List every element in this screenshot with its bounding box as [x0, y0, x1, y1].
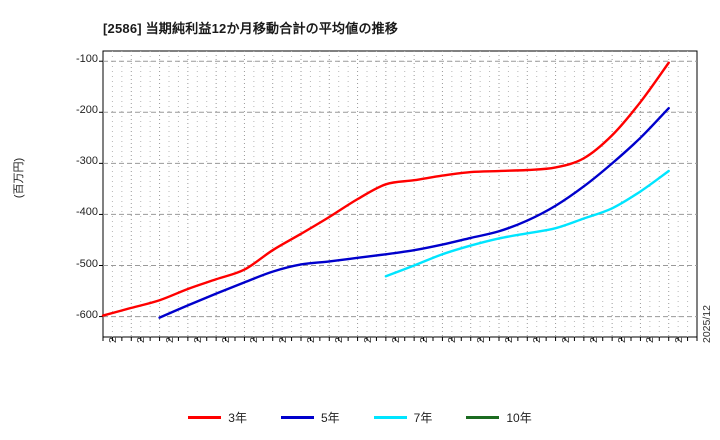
y-tick-label: -500: [75, 257, 98, 270]
legend-label: 7年: [413, 410, 433, 425]
legend-item-5年[interactable]: 5年: [280, 409, 340, 426]
series-line-7年: [384, 169, 670, 278]
chart-legend: 3年 5年 7年 10年: [0, 404, 720, 430]
legend-item-10年[interactable]: 10年: [466, 409, 532, 426]
y-tick-label: -300: [75, 155, 98, 168]
series-line-3年: [101, 61, 670, 317]
legend-swatch-icon: [373, 415, 407, 419]
legend-swatch-icon: [188, 415, 222, 419]
legend-swatch-icon: [466, 415, 500, 419]
y-tick-label: -200: [75, 104, 98, 117]
y-tick-label: -600: [75, 308, 98, 321]
legend-label: 5年: [320, 410, 340, 425]
y-tick-label: -100: [75, 53, 98, 66]
legend-item-3年[interactable]: 3年: [188, 409, 247, 426]
y-tick-label: -400: [75, 206, 98, 219]
y-axis-ticks: -100 -200 -300 -400 -500 -600: [52, 0, 98, 440]
legend-item-7年[interactable]: 7年: [373, 409, 433, 426]
legend-swatch-icon: [280, 415, 314, 419]
series-line-5年: [158, 107, 670, 319]
plot-frame: [102, 50, 698, 338]
chart-title: [2586] 当期純利益12か月移動合計の平均値の推移: [103, 21, 399, 36]
legend-label: 3年: [228, 410, 247, 425]
legend-label: 10年: [506, 410, 532, 425]
